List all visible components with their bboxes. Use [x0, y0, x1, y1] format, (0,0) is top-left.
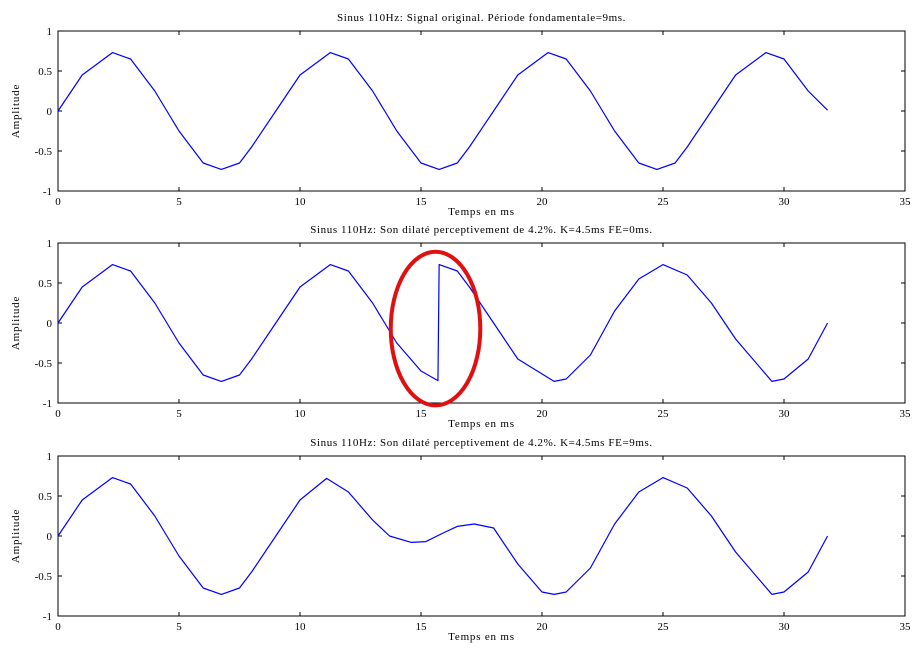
y-tick-label: -0.5: [35, 358, 53, 370]
x-tick-label: 30: [779, 621, 791, 633]
y-tick-label: 0.5: [38, 278, 52, 290]
chart-title: Sinus 110Hz: Son dilaté perceptivement d…: [310, 437, 653, 449]
y-tick-label: 0: [47, 318, 53, 330]
x-axis-label: Temps en ms: [448, 631, 515, 643]
plot-area-frame: [57, 455, 906, 617]
x-tick-label: 5: [176, 621, 182, 633]
subplot-3: Sinus 110Hz: Son dilaté perceptivement d…: [10, 437, 911, 643]
y-tick-label: 1: [47, 451, 53, 463]
y-tick-label: -0.5: [35, 571, 53, 583]
x-tick-label: 10: [295, 196, 307, 208]
y-tick-label: -1: [43, 611, 52, 623]
chart-title: Sinus 110Hz: Signal original. Période fo…: [337, 12, 626, 24]
series-line-1: [57, 51, 828, 170]
x-axis-label: Temps en ms: [448, 418, 515, 430]
y-tick-label: 0: [47, 106, 53, 118]
x-tick-label: 15: [416, 408, 428, 420]
x-tick-label: 20: [537, 408, 549, 420]
highlight-ellipse: [388, 249, 483, 408]
x-tick-label: 25: [658, 408, 670, 420]
series-line-1: [57, 477, 829, 596]
y-tick-label: -0.5: [35, 146, 53, 158]
x-tick-label: 0: [55, 196, 61, 208]
x-tick-label: 0: [55, 621, 61, 633]
y-tick-label: 0.5: [38, 491, 52, 503]
subplot-1: Sinus 110Hz: Signal original. Période fo…: [10, 12, 911, 218]
x-tick-label: 35: [900, 408, 912, 420]
series-line-1: [57, 264, 829, 382]
y-tick-label: -1: [43, 186, 52, 198]
y-tick-label: 1: [47, 238, 53, 250]
x-tick-label: 35: [900, 196, 912, 208]
x-tick-label: 15: [416, 196, 428, 208]
x-tick-label: 30: [779, 196, 791, 208]
x-axis-label: Temps en ms: [448, 206, 515, 218]
y-tick-label: 0: [47, 531, 53, 543]
x-tick-label: 0: [55, 408, 61, 420]
x-tick-label: 30: [779, 408, 791, 420]
x-tick-label: 5: [176, 408, 182, 420]
subplot-2: Sinus 110Hz: Son dilaté perceptivement d…: [10, 224, 911, 430]
x-tick-label: 25: [658, 196, 670, 208]
y-tick-label: -1: [43, 398, 52, 410]
y-axis-label: Amplitude: [10, 509, 22, 563]
x-tick-label: 10: [295, 621, 307, 633]
x-tick-label: 5: [176, 196, 182, 208]
y-axis-label: Amplitude: [10, 296, 22, 350]
x-tick-label: 15: [416, 621, 428, 633]
y-tick-label: 0.5: [38, 66, 52, 78]
plot-area-frame: [57, 30, 906, 192]
x-tick-label: 25: [658, 621, 670, 633]
y-axis-label: Amplitude: [10, 84, 22, 138]
x-tick-label: 10: [295, 408, 307, 420]
chart-title: Sinus 110Hz: Son dilaté perceptivement d…: [310, 224, 653, 236]
x-tick-label: 35: [900, 621, 912, 633]
x-tick-label: 20: [537, 196, 549, 208]
x-tick-label: 20: [537, 621, 549, 633]
y-tick-label: 1: [47, 26, 53, 38]
